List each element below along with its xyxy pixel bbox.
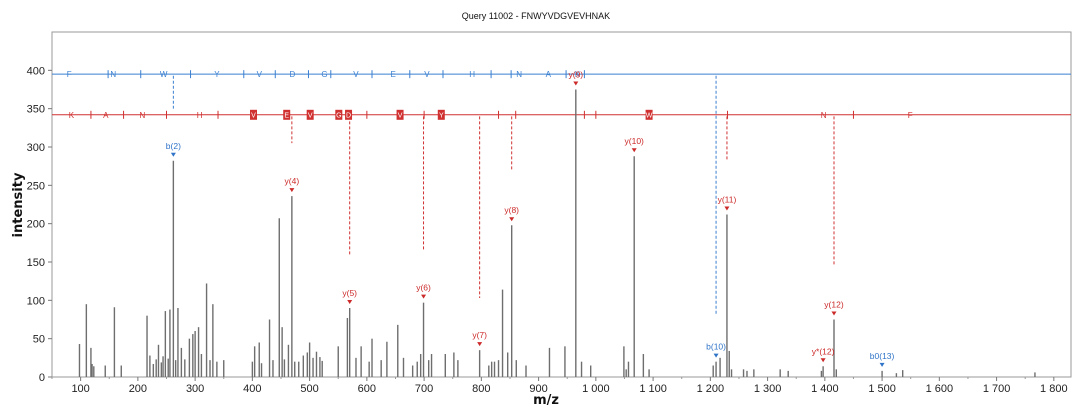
annotation-arrow xyxy=(421,294,427,299)
y-residue-box xyxy=(645,109,653,120)
annotation-label: b(10) xyxy=(706,342,726,352)
x-tick-label: 500 xyxy=(300,383,318,395)
y-tick-label: 50 xyxy=(33,334,45,346)
annotation-arrow xyxy=(879,362,885,367)
x-tick-label: 300 xyxy=(186,383,204,395)
chart-title: Query 11002 - FNWYVDGVEVHNAK xyxy=(462,11,610,21)
y-residue-label: H xyxy=(197,111,203,120)
x-tick-label: 1 400 xyxy=(811,383,839,395)
y-residue-label: D xyxy=(346,112,351,119)
x-tick-label: 200 xyxy=(129,383,147,395)
annotation-label: y*(12) xyxy=(812,346,835,356)
y-residue-label: V xyxy=(308,112,313,119)
x-tick-label: 1 100 xyxy=(639,383,667,395)
annotation-arrow xyxy=(509,217,515,222)
x-tick-label: 1 300 xyxy=(754,383,782,395)
y-tick-label: 400 xyxy=(27,65,45,77)
annotation-label: y(9) xyxy=(568,70,583,80)
x-tick-label: 1 800 xyxy=(1040,383,1068,395)
x-tick-label: 1 700 xyxy=(983,383,1011,395)
b-residue-label: V xyxy=(353,70,359,79)
b-residue-label: Y xyxy=(214,70,220,79)
y-residue-label: Y xyxy=(439,112,444,119)
b-residue-label: F xyxy=(67,70,72,79)
b-residue-label: E xyxy=(391,70,396,79)
y-residue-box xyxy=(250,109,258,120)
y-residue-box xyxy=(396,109,404,120)
x-axis-label: m/z xyxy=(533,393,559,408)
b-residue-label: K xyxy=(575,70,581,79)
ion-ladders: F N W Y V D G V E V H N A KK A N H V E V G D V Y W N F xyxy=(52,70,1071,316)
b-residue-label: N xyxy=(110,70,116,79)
y-tick-label: 100 xyxy=(27,295,45,307)
x-tick-label: 800 xyxy=(472,383,490,395)
x-tick-label: 1 600 xyxy=(926,383,954,395)
x-tick-label: 700 xyxy=(415,383,433,395)
annotation-label: y(12) xyxy=(824,300,844,310)
y-tick-label: 0 xyxy=(39,372,45,384)
b-residue-label: N xyxy=(516,70,522,79)
y-residue-box xyxy=(306,109,314,120)
y-tick-label: 250 xyxy=(27,180,45,192)
annotation-label: b0(13) xyxy=(870,351,895,361)
annotation-arrow xyxy=(820,358,826,363)
y-residue-box xyxy=(283,109,291,120)
x-tick-label: 1 500 xyxy=(868,383,896,395)
x-tick-label: 100 xyxy=(71,383,89,395)
y-residue-label: K xyxy=(69,111,75,120)
annotation-arrow xyxy=(477,342,483,347)
annotation-label: y(5) xyxy=(342,288,357,298)
b-residue-label: V xyxy=(424,70,430,79)
b-residue-label: D xyxy=(290,70,296,79)
y-tick-label: 150 xyxy=(27,257,45,269)
ion-annotations: b(2) y(4) y(5) y(6) y(7) y(8) y(9) y(10) b(10) y(… xyxy=(166,70,895,367)
annotation-label: y(7) xyxy=(472,330,487,340)
annotation-arrow xyxy=(573,81,579,86)
x-tick-label: 600 xyxy=(358,383,376,395)
x-tick-label: 1 000 xyxy=(582,383,610,395)
y-residue-box xyxy=(437,109,445,120)
annotation-arrow xyxy=(170,152,176,157)
annotation-label: y(10) xyxy=(625,136,645,146)
y-tick-label: 200 xyxy=(27,219,45,231)
y-residue-label: G xyxy=(336,112,341,119)
annotation-arrow xyxy=(289,188,295,193)
y-residue-label: E xyxy=(284,112,289,119)
x-tick-label: 1 200 xyxy=(697,383,725,395)
annotation-label: y(11) xyxy=(718,194,737,204)
y-residue-box xyxy=(345,109,353,120)
y-residue-label: V xyxy=(251,112,256,119)
b-residue-label: W xyxy=(160,70,168,79)
annotation-label: y(4) xyxy=(285,176,300,186)
x-axis: 100 200 300 400 500 600 700 800 900 1 000 1 100 1 2… xyxy=(51,377,1068,395)
b-residue-label: G xyxy=(321,70,327,79)
y-residue-label: N xyxy=(821,111,827,120)
y-tick-label: 350 xyxy=(27,104,45,116)
x-tick-label: 900 xyxy=(529,383,547,395)
y-residue-label: W xyxy=(646,112,653,119)
b-residue-label: H xyxy=(469,70,475,79)
annotation-arrow xyxy=(631,148,637,153)
annotation-arrow xyxy=(724,206,730,211)
annotation-label: y(8) xyxy=(504,205,519,215)
peak-bars xyxy=(78,89,1036,377)
y-residue-label: F xyxy=(908,111,913,120)
b-residue-label: V xyxy=(257,70,263,79)
annotation-arrow xyxy=(713,353,719,358)
x-tick-label: 400 xyxy=(243,383,261,395)
y-tick-label: 300 xyxy=(27,142,45,154)
y-residue-label: N xyxy=(140,111,146,120)
y-axis-label: intensity xyxy=(11,172,26,237)
plot-frame xyxy=(51,31,1072,378)
annotation-label: y(6) xyxy=(416,283,431,293)
annotation-arrow xyxy=(831,311,837,316)
b-residue-label: A xyxy=(546,70,552,79)
y-residue-label: V xyxy=(398,112,403,119)
y-residue-box xyxy=(335,109,343,120)
y-residue-label: A xyxy=(103,111,109,120)
annotation-arrow xyxy=(347,300,353,304)
y-axis: 0 50 100 150 200 250 300 350 400 xyxy=(27,65,52,384)
annotation-label: b(2) xyxy=(166,141,181,151)
